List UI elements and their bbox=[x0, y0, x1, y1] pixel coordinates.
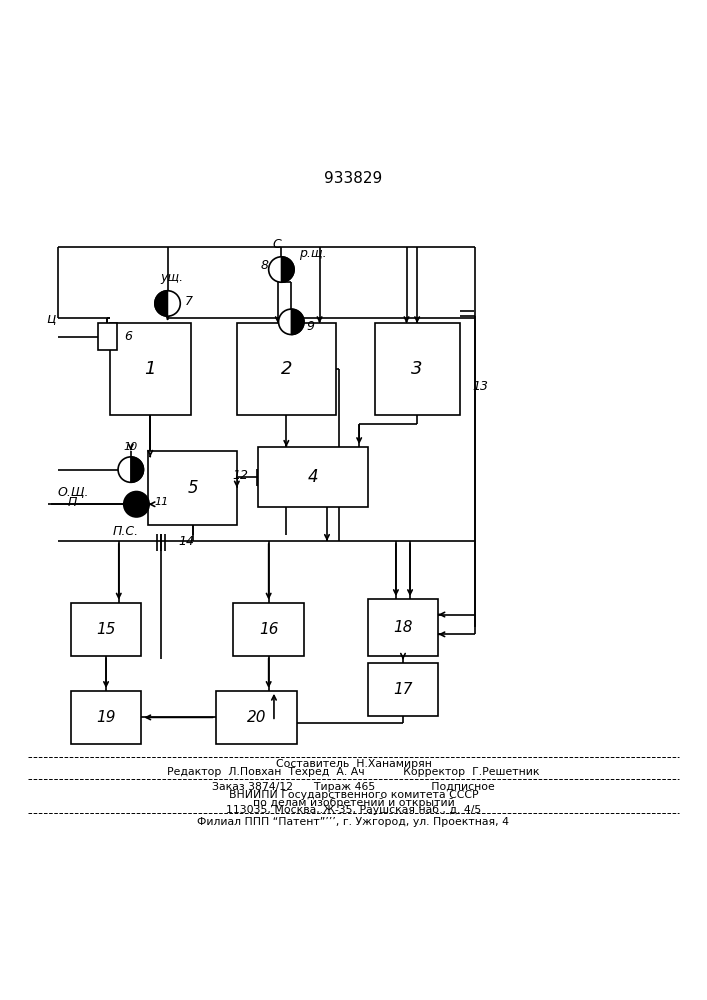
Text: Заказ 3874/12      Тираж 465                Подписное: Заказ 3874/12 Тираж 465 Подписное bbox=[212, 782, 495, 792]
Text: 14: 14 bbox=[178, 535, 194, 548]
Circle shape bbox=[124, 492, 149, 517]
Text: П: П bbox=[67, 496, 76, 509]
Text: 17: 17 bbox=[393, 682, 413, 697]
Text: 933829: 933829 bbox=[325, 171, 382, 186]
Text: 10: 10 bbox=[124, 442, 138, 452]
Text: C: C bbox=[273, 238, 281, 251]
Bar bbox=[368, 599, 438, 656]
Text: ущ.: ущ. bbox=[160, 271, 184, 284]
Bar bbox=[258, 447, 368, 507]
Text: ц: ц bbox=[46, 311, 56, 325]
Circle shape bbox=[155, 291, 180, 316]
Bar bbox=[233, 603, 304, 656]
Bar bbox=[71, 691, 141, 744]
Bar bbox=[237, 323, 336, 415]
Polygon shape bbox=[281, 257, 294, 282]
Text: 4: 4 bbox=[308, 468, 318, 486]
Text: 12: 12 bbox=[233, 469, 249, 482]
Text: 9: 9 bbox=[307, 320, 315, 333]
Text: 19: 19 bbox=[96, 710, 116, 725]
Text: О.Щ.: О.Щ. bbox=[58, 485, 90, 498]
Text: 6: 6 bbox=[124, 330, 132, 343]
Text: 16: 16 bbox=[259, 622, 279, 637]
Bar bbox=[148, 451, 237, 525]
Circle shape bbox=[118, 457, 144, 482]
Polygon shape bbox=[155, 291, 168, 316]
Text: 113035, Москва,.Ж-35, Раушская наб., д. 4/5: 113035, Москва,.Ж-35, Раушская наб., д. … bbox=[226, 805, 481, 815]
Circle shape bbox=[269, 257, 294, 282]
Bar bbox=[71, 603, 141, 656]
Polygon shape bbox=[291, 309, 304, 335]
Text: 1: 1 bbox=[144, 360, 156, 378]
Text: Составитель  Н.Ханамирян: Составитель Н.Ханамирян bbox=[276, 759, 431, 769]
Text: ВНИИПИ Государственного комитета СССР: ВНИИПИ Государственного комитета СССР bbox=[228, 790, 479, 800]
Text: р.щ.: р.щ. bbox=[299, 247, 327, 260]
Circle shape bbox=[279, 309, 304, 335]
Bar bbox=[110, 323, 191, 415]
Polygon shape bbox=[131, 457, 144, 482]
Bar bbox=[216, 691, 297, 744]
Text: 15: 15 bbox=[96, 622, 116, 637]
Text: 5: 5 bbox=[187, 479, 198, 497]
Text: 18: 18 bbox=[393, 620, 413, 635]
Text: Редактор  Л.Повхан  Техред  А. Ач           Корректор  Г.Решетник: Редактор Л.Повхан Техред А. Ач Корректор… bbox=[168, 767, 539, 777]
Text: 7: 7 bbox=[185, 295, 192, 308]
Text: Филиал ППП “Патент”’’’, г. Ужгород, ул. Проектная, 4: Филиал ППП “Патент”’’’, г. Ужгород, ул. … bbox=[197, 817, 510, 827]
Bar bbox=[368, 663, 438, 716]
Text: 20: 20 bbox=[247, 710, 266, 725]
Text: 8: 8 bbox=[260, 259, 268, 272]
Text: 13: 13 bbox=[472, 380, 489, 393]
Text: по делам изобретений и открытий: по делам изобретений и открытий bbox=[252, 798, 455, 808]
Text: 2: 2 bbox=[281, 360, 292, 378]
Text: 3: 3 bbox=[411, 360, 423, 378]
Bar bbox=[98, 323, 117, 350]
Text: П.С.: П.С. bbox=[113, 525, 139, 538]
Text: 11: 11 bbox=[154, 497, 168, 507]
Bar bbox=[375, 323, 460, 415]
